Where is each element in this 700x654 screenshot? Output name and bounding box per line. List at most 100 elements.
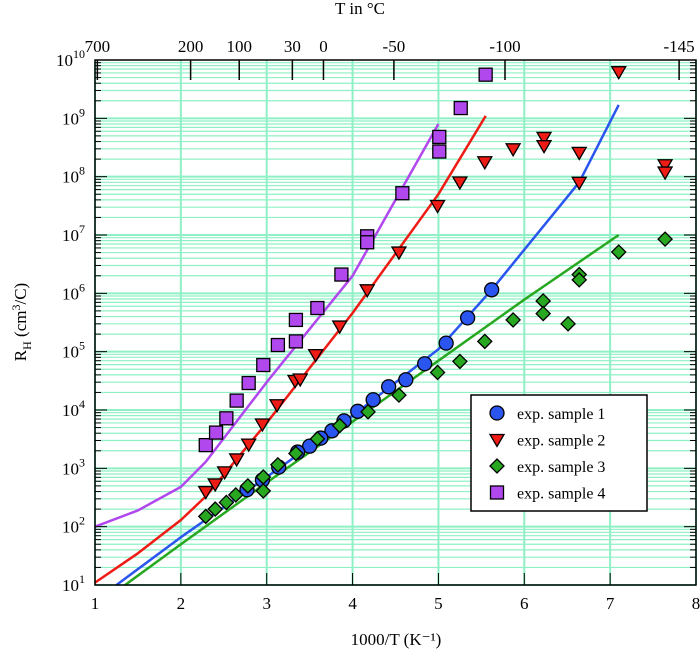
top-tick-label: 200: [178, 37, 204, 56]
data-points: [197, 66, 674, 525]
y-axis-title: RH (cm3/C): [9, 283, 34, 361]
x-tick-label: 8: [692, 594, 700, 613]
marker-exp-sample-2: [535, 131, 553, 146]
marker-exp-sample-2: [216, 466, 233, 481]
marker-exp-sample-1: [438, 335, 454, 351]
marker-exp-sample-2: [656, 159, 674, 174]
y-tick-exponent: 3: [79, 455, 85, 469]
top-tick-label: -50: [383, 37, 406, 56]
y-tick-label: 105: [62, 339, 85, 362]
marker-exp-sample-2: [292, 373, 309, 388]
marker-exp-sample-4: [453, 100, 468, 116]
marker-exp-sample-2: [307, 348, 324, 363]
x-tick-label: 7: [606, 594, 615, 613]
marker-exp-sample-3: [391, 387, 407, 404]
x-tick-label: 6: [520, 594, 529, 613]
y-tick-exponent: 7: [79, 222, 85, 236]
y-tick-base: 10: [62, 343, 79, 362]
x-tick-label: 2: [177, 594, 186, 613]
marker-exp-sample-3: [207, 501, 224, 518]
marker-exp-sample-2: [240, 438, 257, 453]
legend-marker-3: [489, 458, 505, 474]
marker-exp-sample-2: [535, 140, 553, 154]
marker-exp-sample-3: [255, 483, 272, 499]
marker-exp-sample-3: [331, 417, 348, 434]
marker-exp-sample-2: [197, 485, 214, 500]
legend-label: exp. sample 4: [517, 486, 605, 503]
fit-curve-exp-sample-4: [94, 123, 440, 528]
y-tick-label: 103: [62, 455, 85, 478]
marker-exp-sample-3: [227, 487, 244, 503]
marker-exp-sample-2: [429, 199, 446, 214]
y-tick-base: 10: [62, 518, 79, 537]
fit-curve-exp-sample-3: [124, 233, 620, 587]
y-tick-base: 10: [62, 401, 79, 420]
top-tick-label: 0: [319, 37, 328, 56]
marker-exp-sample-4: [241, 375, 256, 391]
axis-ticks: [94, 60, 697, 586]
plot-frame: [94, 59, 697, 586]
y-tick-base: 10: [62, 109, 79, 128]
marker-exp-sample-2: [571, 176, 588, 191]
marker-exp-sample-3: [560, 315, 576, 332]
x-tick-label: 4: [348, 594, 357, 613]
marker-exp-sample-4: [432, 129, 447, 145]
legend-marker-4: [489, 485, 505, 500]
marker-exp-sample-4: [360, 235, 375, 250]
legend-marker-2: [488, 433, 506, 448]
marker-exp-sample-1: [398, 372, 414, 388]
top-tick-label: -100: [489, 37, 520, 56]
y-tick-base: 10: [62, 284, 79, 303]
legend-marker-1: [489, 405, 505, 421]
y-tick-base: 10: [62, 576, 79, 595]
marker-exp-sample-3: [451, 353, 468, 370]
y-title-end: /C): [11, 283, 30, 305]
marker-exp-sample-3: [269, 456, 286, 473]
marker-exp-sample-4: [270, 337, 286, 353]
top-tick-label: -145: [664, 37, 695, 56]
marker-exp-sample-3: [571, 271, 588, 288]
marker-exp-sample-3: [610, 244, 627, 260]
x-axis-title: 1000/T (K⁻¹): [351, 630, 442, 649]
x-tick-label: 1: [91, 594, 100, 613]
marker-exp-sample-2: [656, 166, 674, 181]
y-tick-label: 102: [62, 514, 85, 537]
marker-exp-sample-1: [365, 392, 381, 408]
marker-exp-sample-3: [476, 333, 493, 350]
y-tick-label: 1010: [56, 47, 85, 70]
y-tick-exponent: 5: [79, 339, 85, 353]
marker-exp-sample-1: [417, 356, 433, 372]
marker-exp-sample-4: [288, 334, 304, 349]
y-tick-exponent: 9: [79, 105, 85, 119]
y-title-mid: (cm: [11, 311, 30, 342]
marker-exp-sample-1: [301, 438, 318, 454]
marker-exp-sample-4: [219, 411, 234, 426]
x-tick-label: 3: [262, 594, 271, 613]
marker-exp-sample-4: [334, 267, 349, 282]
marker-exp-sample-3: [239, 477, 256, 494]
y-title-sub: H: [20, 341, 34, 350]
marker-exp-sample-4: [478, 67, 493, 82]
marker-exp-sample-2: [610, 66, 627, 80]
marker-exp-sample-4: [288, 312, 304, 328]
y-tick-exponent: 1: [79, 572, 85, 586]
y-title-main: R: [11, 349, 30, 361]
y-tick-base: 10: [62, 168, 79, 187]
x-tick-label: 5: [434, 594, 443, 613]
marker-exp-sample-4: [432, 144, 447, 159]
y-title-sup: 3: [9, 305, 23, 311]
marker-exp-sample-2: [268, 399, 286, 414]
marker-exp-sample-2: [504, 143, 522, 158]
y-tick-label: 108: [62, 164, 85, 187]
marker-exp-sample-3: [429, 364, 446, 381]
y-tick-label: 106: [62, 280, 85, 303]
y-tick-label: 101: [62, 572, 85, 595]
marker-exp-sample-2: [228, 453, 245, 468]
top-axis-title: T in °C: [335, 0, 385, 18]
marker-exp-sample-3: [197, 508, 214, 525]
top-tick-label: 100: [226, 37, 252, 56]
y-tick-exponent: 6: [79, 280, 85, 294]
marker-exp-sample-2: [451, 176, 469, 191]
